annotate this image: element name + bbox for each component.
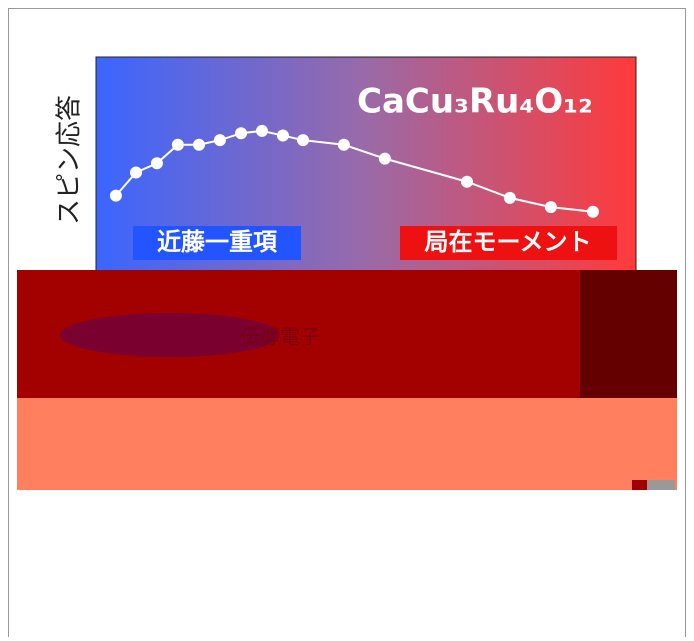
data-point [255,124,268,137]
data-point [150,157,163,170]
marker [647,480,675,490]
data-point [171,138,184,151]
data-line [115,129,594,213]
annotation-box [133,226,301,260]
redaction-block [580,270,677,398]
data-point [235,127,248,140]
marker [632,480,647,490]
annotation: 近藤一重項 [157,228,278,256]
data-point [544,201,557,214]
electron-cloud [60,313,280,357]
data-point [276,129,289,142]
annotation: 局在モーメント [424,228,591,256]
data-point [503,191,516,204]
data-point [586,205,599,218]
annotation: 伝導電子 [240,325,320,349]
data-point [337,138,350,151]
y-axis-label: スピン応答 [55,95,85,225]
annotation-box [400,226,617,260]
data-point [193,138,206,151]
data-point [378,152,391,165]
data-point [109,189,122,202]
data-point [460,175,473,188]
data-point [213,134,226,147]
data-point [130,166,143,179]
redaction-block [17,398,677,490]
data-point [297,134,310,147]
chart-title: CaCu₃Ru₄O₁₂ [357,82,593,122]
